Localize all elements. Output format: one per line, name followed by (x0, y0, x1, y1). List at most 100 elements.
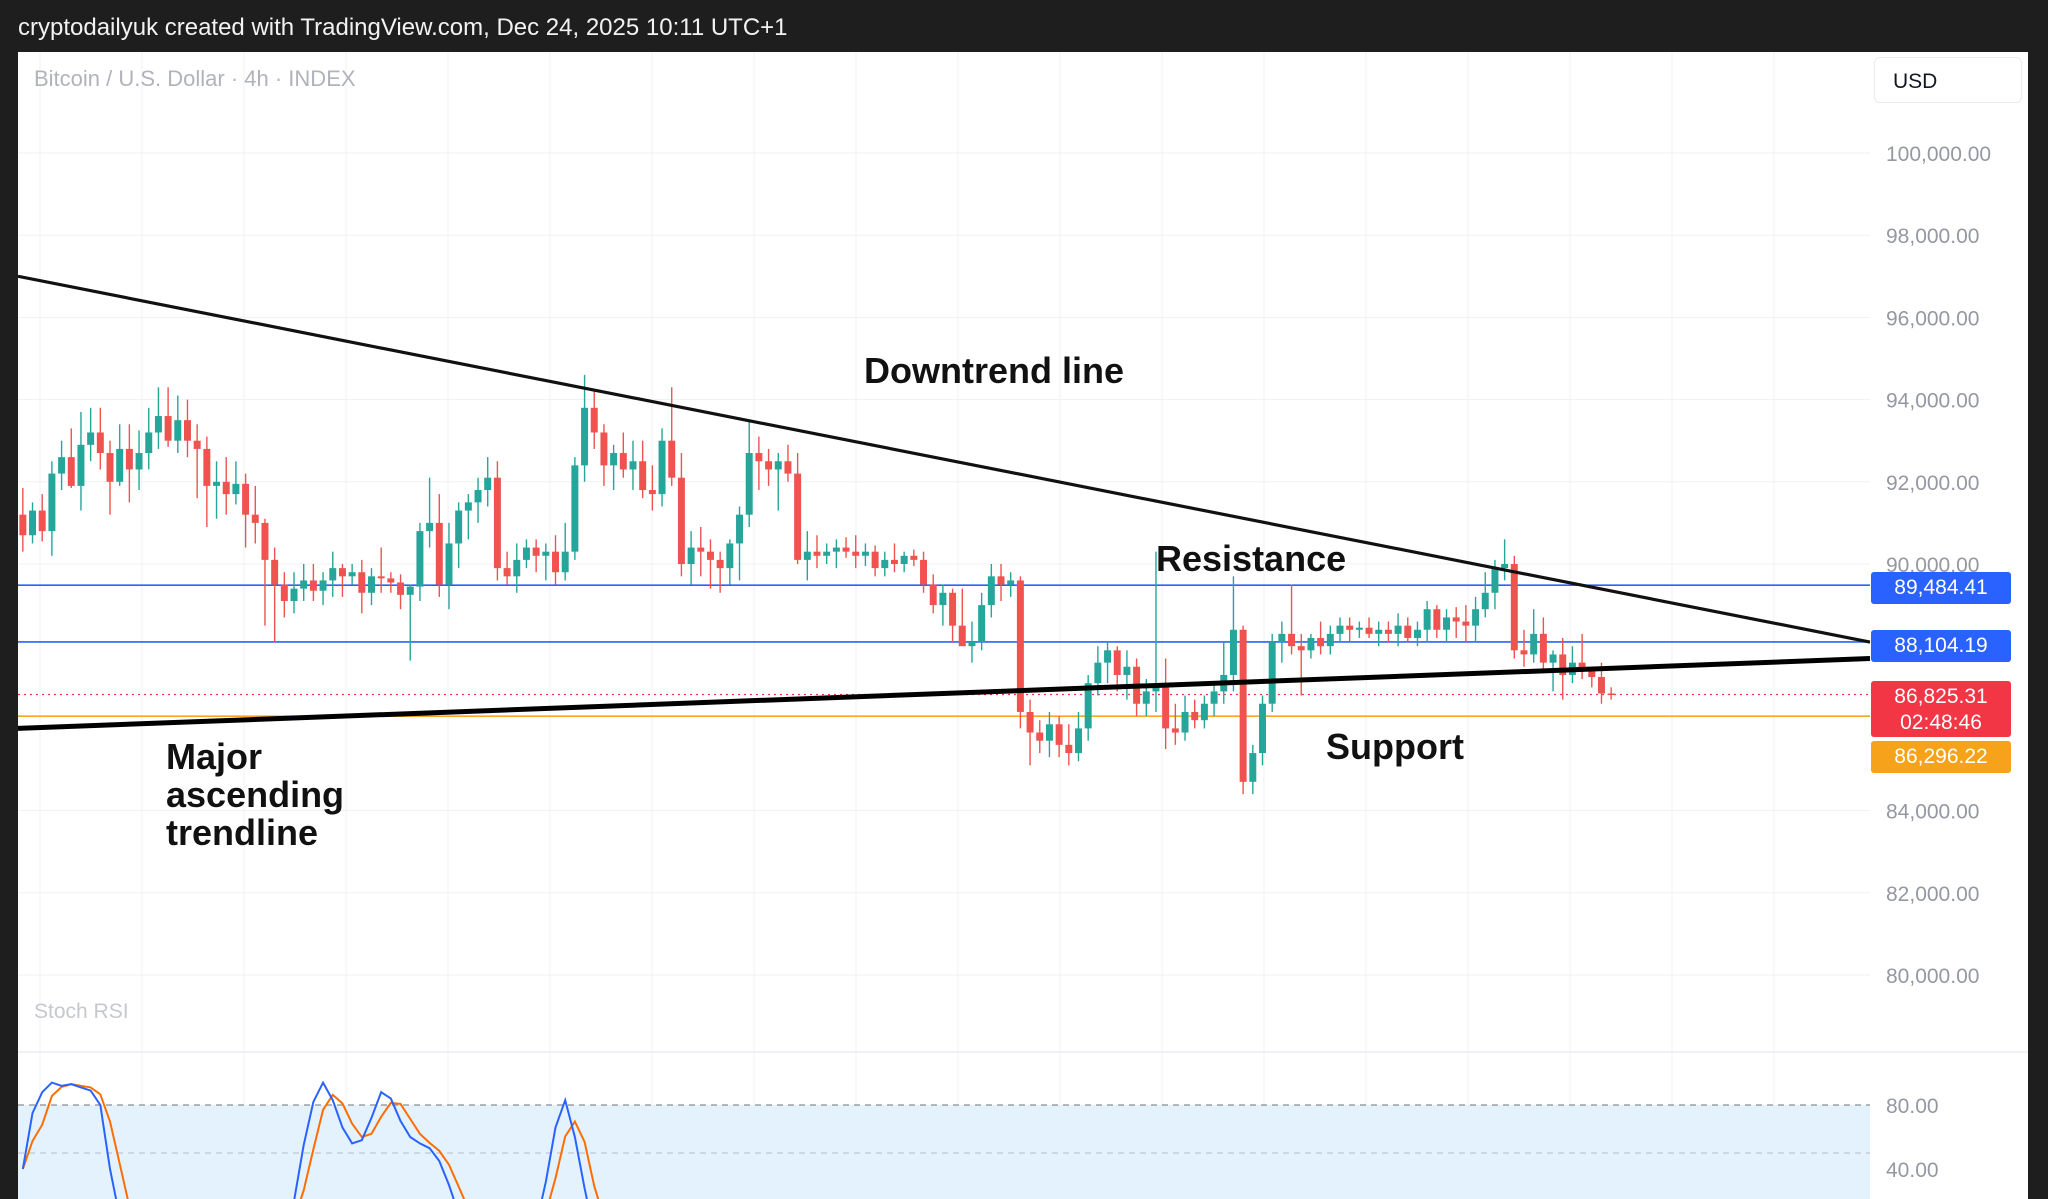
candle-body (890, 559, 898, 564)
candle-body (668, 440, 676, 478)
candle-body (183, 420, 191, 441)
candle-body (571, 465, 579, 552)
candle-body (1384, 629, 1392, 634)
candle-body (997, 576, 1005, 585)
candle-body (639, 461, 647, 491)
candle-body (1559, 654, 1567, 675)
candle-body (464, 502, 472, 511)
candle-body (716, 559, 724, 569)
candle-body (1288, 633, 1296, 647)
candle-body (1588, 670, 1596, 678)
currency-selector[interactable]: USD (1874, 57, 2022, 103)
candle-body (125, 448, 133, 470)
candle-body (900, 555, 908, 564)
candle-body (1307, 637, 1315, 651)
candle-body (1501, 564, 1509, 569)
candle-body (87, 432, 95, 445)
candle-body (920, 559, 928, 585)
y-tick-label: 100,000.00 (1886, 143, 1991, 166)
candle-body (329, 568, 337, 581)
candle-body (1404, 625, 1412, 638)
candle-body (774, 461, 782, 470)
candle-body (1365, 627, 1373, 634)
chart-panel[interactable]: 100,000.00 98,000.00 96,000.00 94,000.00 92,… (18, 52, 2028, 1199)
candle-body (910, 555, 918, 560)
price-tag-level-1: 89,484.41 (1871, 572, 2011, 604)
candle-body (426, 522, 434, 532)
candle-body (300, 580, 308, 589)
candle-body (978, 605, 986, 643)
candle-body (358, 572, 366, 593)
candle-body (803, 551, 811, 560)
candle-body (677, 477, 685, 564)
candle-body (1249, 753, 1257, 782)
y-tick-label: 94,000.00 (1886, 390, 1979, 413)
y-tick-label: 84,000.00 (1886, 801, 1979, 824)
candle-body (619, 453, 627, 470)
candle-body (1520, 650, 1528, 655)
price-tag-support: 86,296.22 (1871, 741, 2011, 773)
candle-body (852, 551, 860, 556)
candle-body (232, 483, 240, 495)
candle-body (1036, 732, 1044, 741)
candle-body (1423, 609, 1431, 630)
indicator-title: Stoch RSI (34, 1000, 129, 1023)
candle-body (38, 510, 46, 532)
ascending-trendline (18, 656, 1871, 731)
candle-body (96, 432, 104, 454)
candle-body (484, 477, 492, 491)
candle-body (474, 490, 482, 503)
candle-body (77, 444, 85, 486)
annotation-support: Support (1326, 726, 1464, 767)
candle-body (106, 453, 114, 482)
candle-body (1162, 687, 1170, 729)
stoch-y-tick-label: 40.00 (1886, 1159, 1939, 1182)
annotation-resistance: Resistance (1156, 538, 1347, 579)
candle-body (726, 543, 734, 569)
price-chart-svg[interactable]: 100,000.00 98,000.00 96,000.00 94,000.00 92,… (18, 52, 2028, 1199)
candle-body (1346, 625, 1354, 630)
y-tick-label: 92,000.00 (1886, 472, 1979, 495)
candle-body (1539, 633, 1547, 663)
candle-body (648, 490, 656, 495)
candle-body (1317, 637, 1325, 647)
candle-body (1297, 646, 1305, 651)
candle-body (687, 547, 695, 564)
price-tag-level-2: 88,104.19 (1871, 630, 2011, 662)
candle-body (222, 481, 230, 495)
candle-body (929, 584, 937, 606)
candle-body (610, 453, 618, 466)
candle-body (1549, 654, 1557, 663)
candle-body (949, 592, 957, 626)
candle-body (1578, 662, 1586, 671)
symbol-title: Bitcoin / U.S. Dollar · 4h · INDEX (34, 66, 356, 91)
y-tick-label: 98,000.00 (1886, 225, 1979, 248)
candle-body (1055, 724, 1063, 745)
candle-body (1152, 687, 1160, 692)
price-tag-last (1871, 681, 2011, 737)
candle-body (261, 522, 269, 560)
candle-body (1045, 724, 1053, 741)
candle-body (987, 576, 995, 606)
y-tick-label: 96,000.00 (1886, 307, 1979, 330)
candle-body (1123, 666, 1131, 675)
candle-body (1094, 662, 1102, 684)
candle-body (1375, 629, 1383, 634)
currency-label: USD (1893, 70, 1938, 93)
candle-body (1472, 609, 1480, 626)
candle-body (387, 578, 395, 583)
candle-body (1597, 677, 1605, 694)
candle-body (1481, 592, 1489, 610)
candle-body (1113, 650, 1121, 675)
candle-body (58, 457, 66, 474)
candle-body (1278, 633, 1286, 643)
candle-body (513, 559, 521, 577)
candle-body (1259, 703, 1266, 754)
candle-body (1229, 629, 1237, 675)
top-caption-bar: cryptodailyuk created with TradingView.c… (0, 0, 2048, 52)
candle-body (1016, 580, 1024, 712)
downtrend-line (18, 274, 1871, 644)
candle-body (1530, 633, 1538, 655)
candle-body (503, 568, 511, 577)
candle-body (154, 416, 162, 433)
